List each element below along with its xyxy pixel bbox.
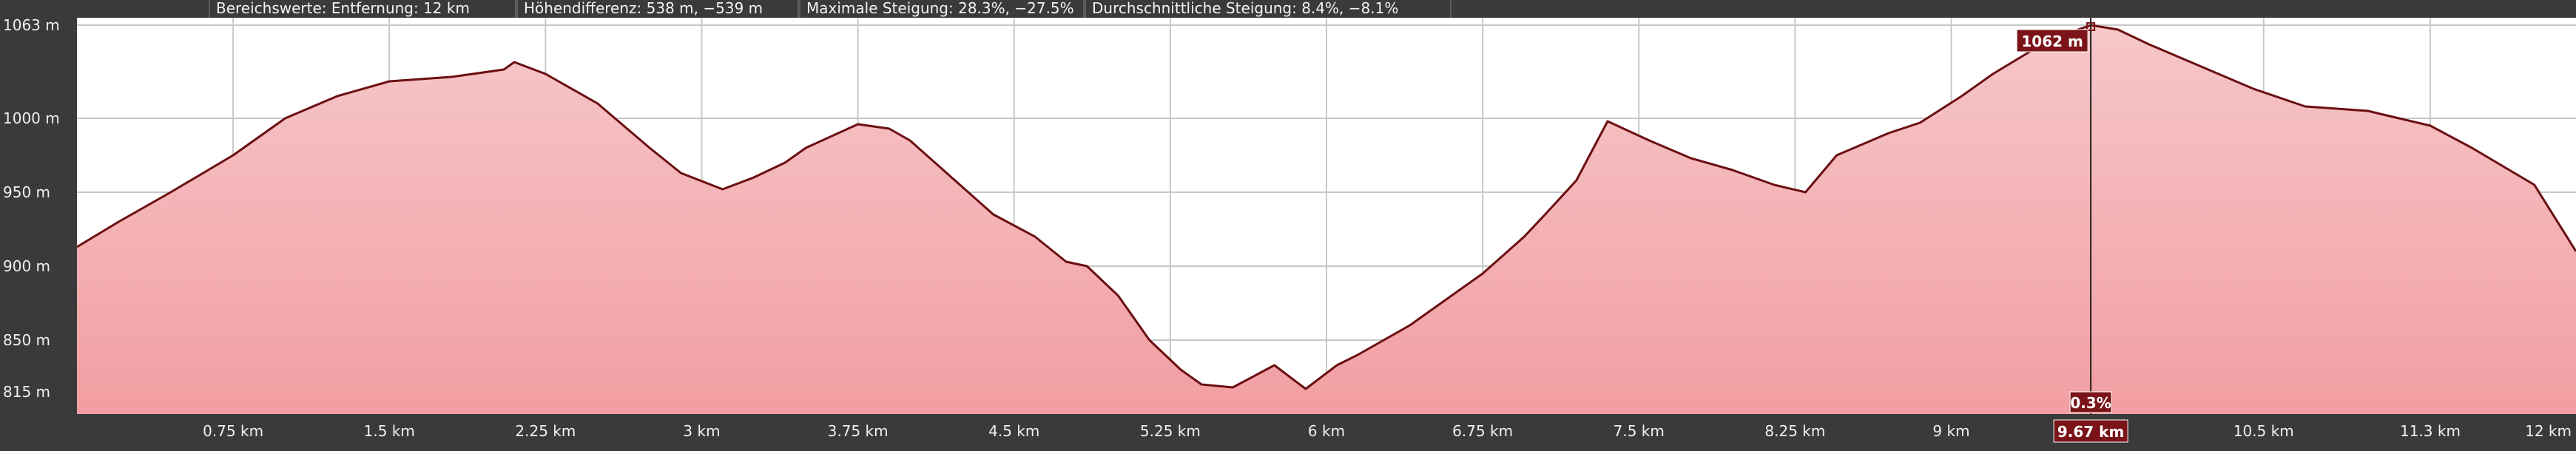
y-tick-label: 850 m — [3, 331, 50, 349]
y-tick-label: 815 m — [3, 383, 50, 401]
x-tick-label: 11.3 km — [2400, 422, 2461, 440]
cursor-slope-label: 0.3% — [2070, 394, 2111, 412]
stat-average-slope-label: Durchschnittliche Steigung: — [1092, 0, 1297, 17]
y-axis-tick-labels: 1063 m 1000 m 950 m 900 m 850 m 815 m — [3, 16, 60, 401]
elevation-profile-svg[interactable]: 1063 m 1000 m 950 m 900 m 850 m 815 m 0.75 km… — [0, 16, 2576, 448]
x-tick-label: 6 km — [1308, 422, 1345, 440]
x-tick-label: 6.75 km — [1452, 422, 1513, 440]
stat-elevation-difference-label: Höhendifferenz: — [524, 0, 642, 17]
stat-max-slope: Maximale Steigung: 28.3%, −27.5% — [799, 0, 1085, 18]
x-axis-tick-labels: 0.75 km 1.5 km 2.25 km 3 km 3.75 km 4.5 km 5.2… — [203, 422, 2572, 440]
y-tick-label: 1000 m — [3, 109, 60, 127]
y-tick-label: 900 m — [3, 257, 50, 275]
stat-elevation-difference-value: 538 m, −539 m — [646, 0, 763, 17]
x-tick-label: 0.75 km — [203, 422, 263, 440]
y-axis-panel — [0, 18, 77, 448]
elevation-area — [77, 25, 2576, 414]
x-tick-label: 3.75 km — [828, 422, 889, 440]
x-tick-label: 5.25 km — [1140, 422, 1201, 440]
stat-average-slope-value: 8.4%, −8.1% — [1301, 0, 1399, 17]
statistics-bar: Bereichswerte: Entfernung: 12 km Höhendi… — [0, 0, 2576, 18]
stat-elevation-difference: Höhendifferenz: 538 m, −539 m — [516, 0, 799, 18]
x-tick-label: 3 km — [683, 422, 720, 440]
elevation-label-box — [2016, 29, 2088, 52]
x-tick-label: 2.25 km — [515, 422, 576, 440]
stat-max-slope-value: 28.3%, −27.5% — [958, 0, 1074, 17]
y-tick-label: 950 m — [3, 183, 50, 201]
x-tick-label: 7.5 km — [1614, 422, 1665, 440]
slope-label-box — [2069, 391, 2112, 413]
cursor-distance-label: 9.67 km — [2057, 423, 2124, 441]
x-axis-panel — [0, 414, 2576, 448]
x-tick-label: 1.5 km — [364, 422, 415, 440]
x-tick-label: 12 km — [2525, 422, 2572, 440]
y-tick-label: 1063 m — [3, 18, 60, 34]
stat-average-slope: Durchschnittliche Steigung: 8.4%, −8.1% — [1085, 0, 1451, 18]
x-tick-label: 10.5 km — [2233, 422, 2294, 440]
x-tick-label: 4.5 km — [988, 422, 1039, 440]
distance-label-box — [2053, 419, 2128, 443]
x-tick-label: 8.25 km — [1764, 422, 1825, 440]
stat-range-value: Entfernung: 12 km — [331, 0, 470, 17]
stat-range: Bereichswerte: Entfernung: 12 km — [209, 0, 516, 18]
elevation-profile-chart[interactable]: 1063 m 1000 m 950 m 900 m 850 m 815 m 0.75 km… — [0, 16, 2576, 448]
stat-max-slope-label: Maximale Steigung: — [806, 0, 954, 17]
x-tick-label: 9 km — [1932, 422, 1969, 440]
stat-range-label: Bereichswerte: — [216, 0, 327, 17]
cursor-elevation-label: 1062 m — [2021, 33, 2083, 50]
position-cursor[interactable]: 1062 m 0.3% 9.67 km — [2016, 18, 2128, 443]
cursor-point — [2086, 22, 2096, 31]
